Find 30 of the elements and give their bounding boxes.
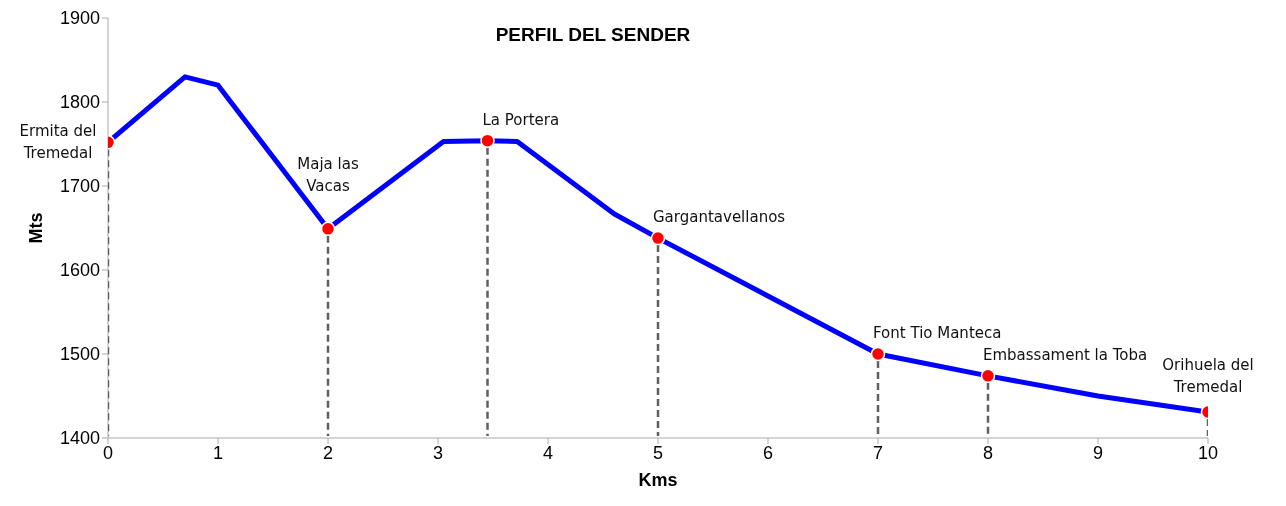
point xyxy=(480,133,495,148)
x-tick-label: 4 xyxy=(542,442,554,463)
x-tick-label: 8 xyxy=(982,442,994,463)
annotation: Orihuela del Tremedal xyxy=(1162,355,1254,396)
x-tick-label: 7 xyxy=(872,442,884,463)
chart-title: PERFIL DEL SENDER xyxy=(494,24,692,46)
point xyxy=(870,346,886,362)
y-axis-title: Mts xyxy=(26,212,47,244)
annotation: Font Tio Manteca xyxy=(873,324,1002,342)
x-axis-title: Kms xyxy=(638,470,678,490)
y-tick-label: 1700 xyxy=(59,176,100,197)
x-tick-label: 9 xyxy=(1092,442,1104,463)
y-tick-label: 1600 xyxy=(59,260,100,281)
x-tick-label: 5 xyxy=(652,442,664,463)
annotation: La Portera xyxy=(482,110,560,129)
annotation: Maja las Vacas xyxy=(297,154,359,195)
x-tick-label: 0 xyxy=(102,442,114,463)
x-tick-label: 1 xyxy=(212,442,224,463)
annotation: Ermita del Tremedal xyxy=(19,122,97,163)
point xyxy=(650,230,666,246)
y-tick-label: 1500 xyxy=(59,344,100,365)
x-tick-label: 3 xyxy=(432,442,444,463)
y-tick-label: 1800 xyxy=(59,92,100,113)
annotation: Gargantavellanos xyxy=(653,208,786,227)
y-tick-label: 1400 xyxy=(59,428,100,449)
x-tick-label: 6 xyxy=(762,442,774,463)
x-tick-label: 10 xyxy=(1197,442,1219,463)
y-tick-label: 1900 xyxy=(59,8,100,29)
annotation: Embassament la Toba xyxy=(983,345,1148,364)
x-tick-label: 2 xyxy=(322,442,334,463)
